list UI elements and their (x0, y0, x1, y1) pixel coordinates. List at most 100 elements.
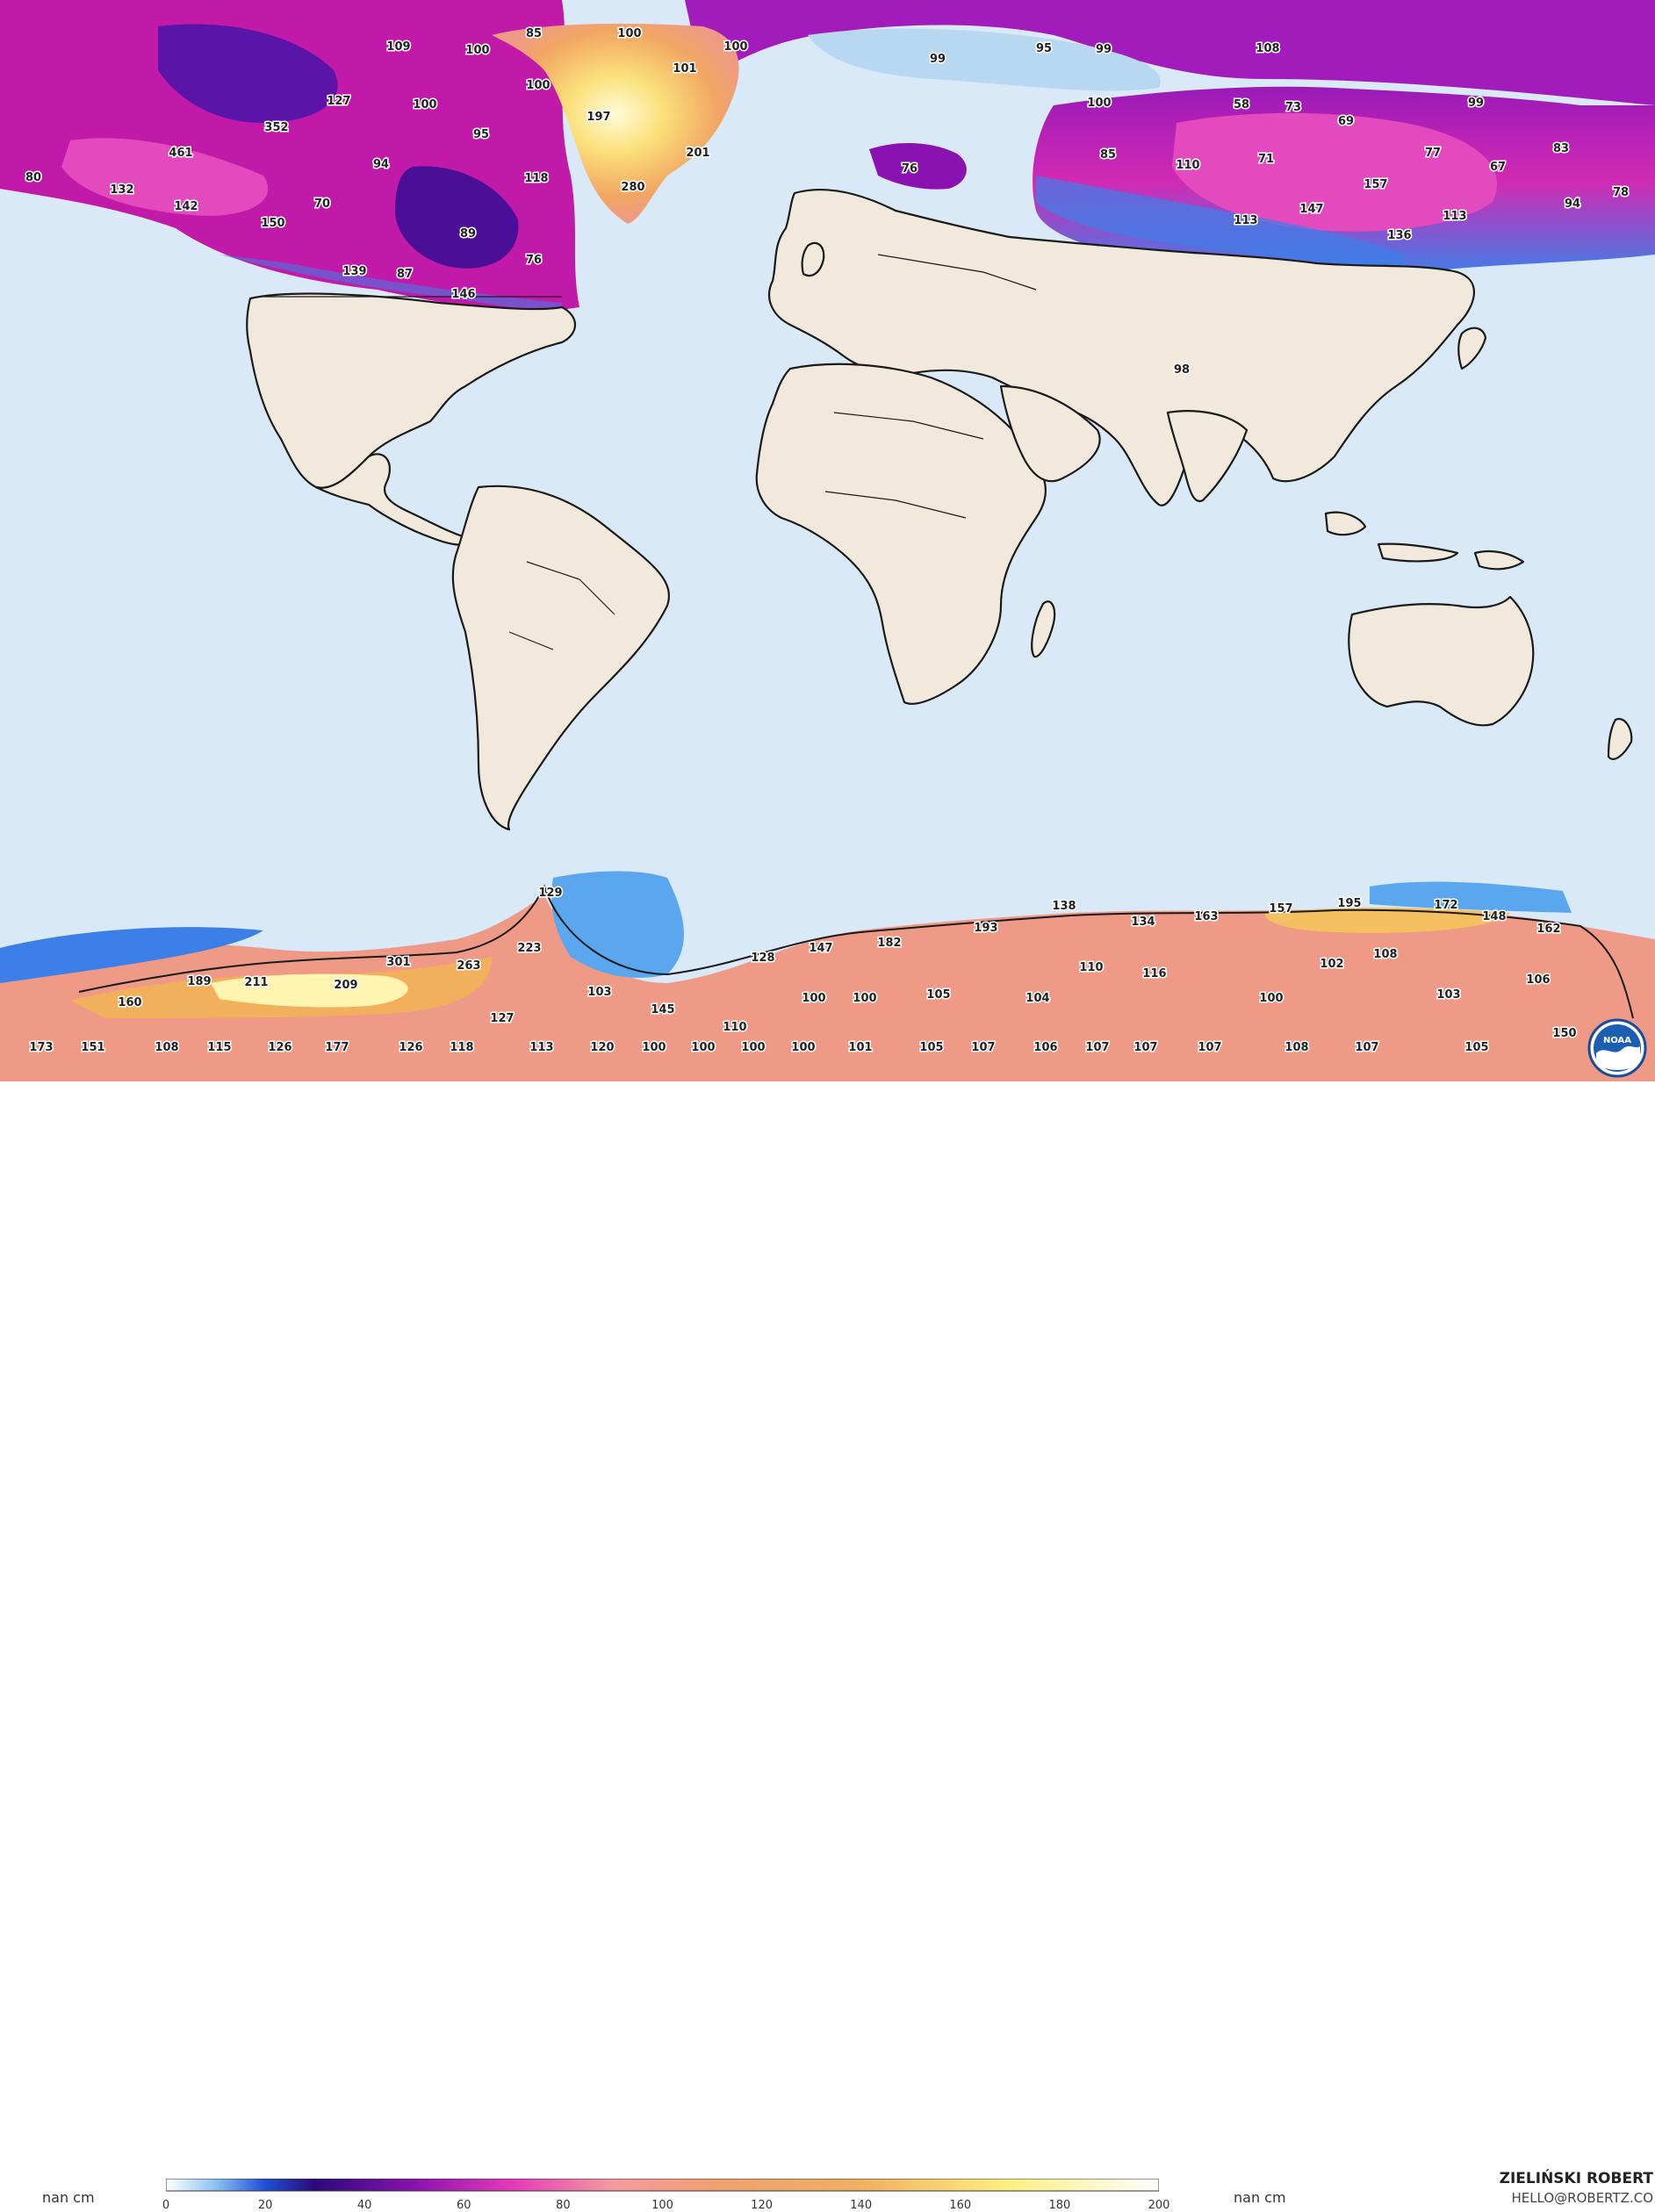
snow-depth-value: 127 (327, 95, 350, 108)
snow-depth-value: 128 (751, 952, 774, 965)
snow-depth-value: 103 (1436, 988, 1460, 1002)
author-name: ZIELIŃSKI ROBERT (1499, 2170, 1653, 2187)
snow-depth-value: 100 (526, 79, 550, 92)
snow-depth-value: 223 (517, 942, 541, 955)
snow-depth-value: 99 (1096, 43, 1112, 56)
snow-depth-value: 150 (261, 217, 284, 230)
snow-depth-value: 95 (1036, 42, 1052, 55)
snow-depth-value: 127 (490, 1012, 514, 1025)
colorbar-tick: 200 (1148, 2199, 1170, 2212)
arctic-sea-ice (0, 0, 1655, 105)
snow-depth-value: 211 (244, 976, 268, 989)
snow-depth-value: 195 (1337, 897, 1361, 910)
snow-depth-value: 126 (399, 1041, 422, 1054)
colorbar-unit-right: nan cm (1234, 2189, 1286, 2206)
snow-depth-value: 76 (526, 254, 542, 267)
snow-depth-value: 110 (1176, 159, 1199, 172)
snow-depth-value: 58 (1234, 98, 1249, 111)
snow-depth-value: 108 (1256, 42, 1279, 55)
snow-depth-value: 99 (930, 53, 946, 66)
snow-depth-value: 142 (174, 200, 198, 213)
colorbar-unit-left: nan cm (42, 2189, 95, 2206)
snow-depth-value: 94 (373, 158, 389, 171)
snow-depth-value: 106 (1033, 1041, 1057, 1054)
snow-depth-value: 89 (460, 227, 476, 241)
snow-depth-value: 134 (1131, 916, 1155, 929)
snow-depth-value: 100 (1259, 992, 1283, 1005)
snow-depth-value: 115 (207, 1041, 231, 1054)
colorbar-tick: 0 (162, 2199, 170, 2212)
snow-depth-value: 108 (1284, 1041, 1308, 1054)
snow-depth-value: 280 (621, 181, 644, 194)
snow-depth-value: 129 (538, 887, 562, 900)
snow-depth-value: 138 (1052, 900, 1076, 913)
snow-depth-value: 100 (691, 1041, 715, 1054)
snow-depth-value: 118 (524, 172, 548, 185)
snow-depth-value: 107 (1198, 1041, 1221, 1054)
snow-depth-value: 78 (1613, 186, 1629, 199)
snow-depth-value: 136 (1387, 229, 1411, 242)
snow-depth-value: 108 (155, 1041, 178, 1054)
author-credit: ZIELIŃSKI ROBERT HELLO@ROBERTZ.CO (1500, 2170, 1653, 2206)
colorbar-tick: 40 (356, 2199, 372, 2212)
snow-depth-value: 201 (686, 147, 709, 160)
snow-depth-value: 193 (974, 922, 997, 935)
snow-depth-value: 352 (264, 121, 288, 134)
snow-depth-value: 100 (617, 27, 641, 40)
snow-depth-value: 147 (809, 942, 832, 955)
snow-depth-value: 163 (1194, 910, 1218, 923)
snow-depth-value: 120 (590, 1041, 614, 1054)
footer-bar: nan cm 0 20 40 60 80 100 120 140 160 180 200 nan c… (0, 1081, 1655, 2212)
snow-depth-value: 173 (29, 1041, 53, 1054)
snow-depth-value: 108 (1373, 948, 1397, 961)
noaa-logo-text: NOAA (1603, 1036, 1631, 1045)
antarctica-coastline (78, 884, 1634, 1019)
snow-depth-value: 69 (1338, 115, 1354, 128)
snow-depth-value: 148 (1482, 910, 1506, 923)
snow-depth-labels: 109 100 85 100 100 101 100 127 100 352 95 197 461 94 1… (24, 26, 1630, 1056)
snow-depth-value: 105 (1464, 1041, 1488, 1054)
snow-depth-value: 104 (1025, 992, 1049, 1005)
colorbar (166, 2179, 1159, 2192)
snow-depth-value: 85 (1100, 148, 1116, 162)
snow-depth-value: 100 (413, 98, 436, 111)
snow-depth-value: 118 (450, 1041, 473, 1054)
colorbar-tick: 160 (949, 2199, 972, 2212)
snow-depth-value: 98 (1174, 363, 1190, 377)
snow-depth-value: 105 (926, 988, 950, 1002)
snow-depth-value: 110 (723, 1021, 746, 1034)
snow-depth-value: 101 (848, 1041, 872, 1054)
colorbar-tick: 60 (457, 2199, 471, 2212)
colorbar-ticks: 0 20 40 60 80 100 120 140 160 180 200 (162, 2199, 1170, 2212)
snow-depth-value: 160 (118, 996, 141, 1009)
snow-depth-value: 107 (1085, 1041, 1109, 1054)
colorbar-tick: 20 (257, 2199, 273, 2212)
snow-depth-value: 100 (802, 992, 825, 1005)
country-borders (259, 254, 1037, 650)
snow-depth-value: 94 (1565, 198, 1580, 211)
snow-depth-value: 150 (1552, 1027, 1576, 1040)
author-email: HELLO@ROBERTZ.CO (1511, 2190, 1653, 2206)
snow-depth-value: 189 (187, 975, 211, 988)
snow-depth-value: 100 (465, 44, 489, 57)
colorbar-tick: 80 (556, 2199, 571, 2212)
snow-depth-value: 95 (473, 128, 489, 141)
snow-depth-value: 106 (1526, 973, 1550, 987)
snow-depth-value: 100 (642, 1041, 666, 1054)
snow-depth-value: 73 (1285, 101, 1301, 114)
colorbar-tick: 100 (651, 2199, 673, 2212)
snow-depth-value: 182 (877, 937, 901, 950)
colorbar-tick: 180 (1048, 2199, 1071, 2212)
snow-depth-value: 132 (110, 183, 133, 197)
snow-depth-value: 157 (1364, 178, 1387, 191)
snow-depth-value: 77 (1425, 147, 1441, 160)
snow-depth-value: 126 (268, 1041, 291, 1054)
snow-depth-value: 87 (397, 268, 413, 281)
snow-depth-value: 116 (1142, 967, 1166, 980)
snow-depth-value: 70 (314, 198, 330, 211)
snow-depth-value: 107 (1355, 1041, 1378, 1054)
snow-depth-value: 100 (791, 1041, 815, 1054)
antarctica-snow (0, 895, 1655, 1081)
land-masses (246, 188, 1633, 831)
snow-depth-value: 102 (1320, 958, 1343, 971)
